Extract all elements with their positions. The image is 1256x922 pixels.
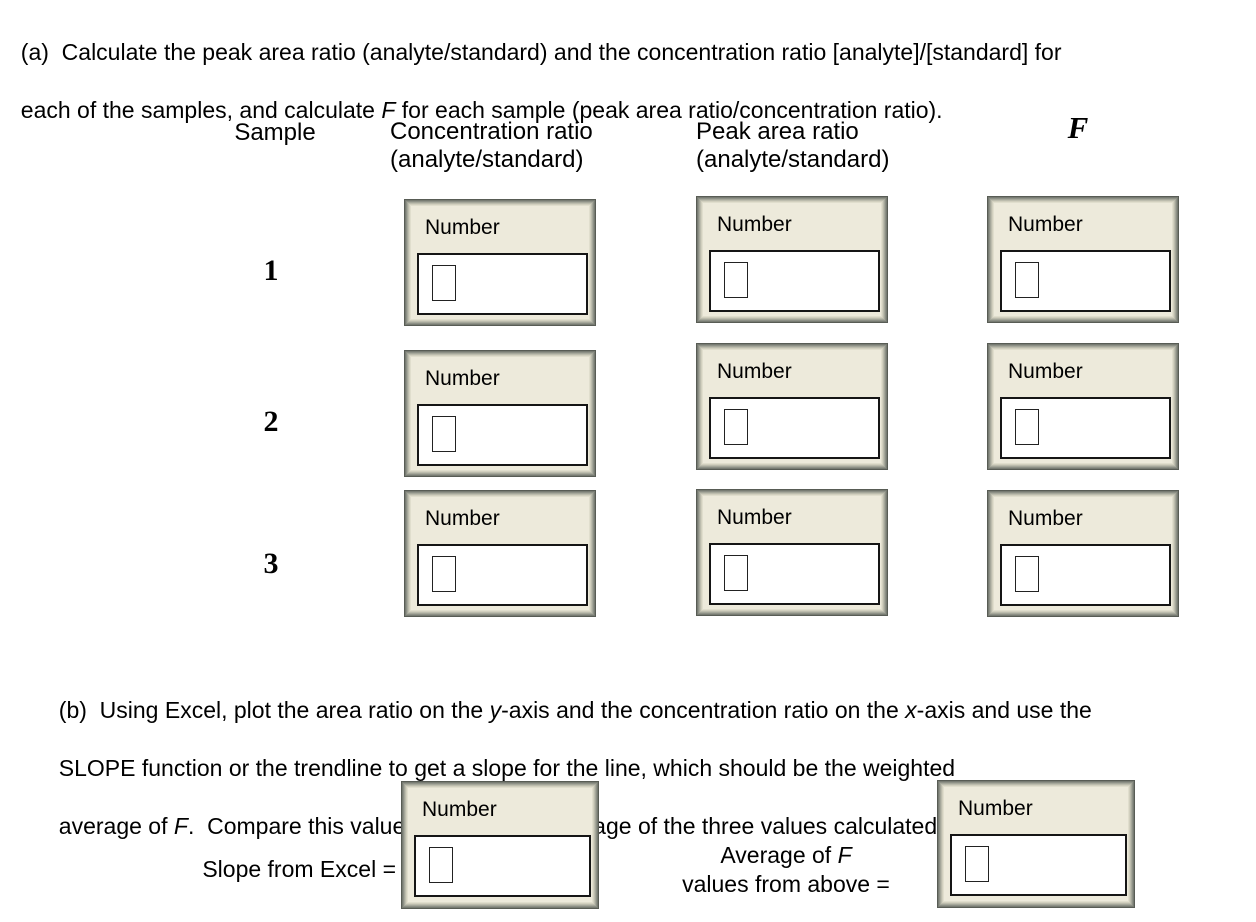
number-input-s1-f[interactable] [1000, 250, 1171, 312]
instruction-a-line1: (a) Calculate the peak area ratio (analy… [20, 39, 1062, 65]
concentration-header-line2: (analyte/standard) [390, 146, 584, 173]
instruction-b-s5: . Compare this value to the simple avera… [187, 813, 1013, 839]
number-control-label: Number [425, 507, 500, 530]
number-input-s3-concentration[interactable] [417, 544, 588, 606]
number-control-label: Number [425, 367, 500, 390]
number-control-s3-f: Number [987, 490, 1179, 617]
instruction-b-s2: -axis and the concentration ratio on the [501, 697, 906, 723]
instruction-a-line2-after: for each sample (peak area ratio/concent… [395, 97, 943, 123]
instruction-b-s3: -axis and use the [916, 697, 1092, 723]
number-control-s2-f: Number [987, 343, 1179, 470]
text-cursor-box [724, 409, 748, 445]
number-control-slope: Number [401, 781, 599, 909]
peak-header-line2: (analyte/standard) [696, 146, 890, 173]
text-cursor-box [965, 846, 989, 882]
number-control-s3-concentration: Number [404, 490, 596, 617]
sample-row-label-3: 3 [263, 547, 279, 580]
sample-row-label-2: 2 [263, 405, 279, 438]
peak-header-line1: Peak area ratio [696, 118, 859, 145]
column-header-sample: Sample [234, 119, 316, 146]
text-cursor-box [724, 555, 748, 591]
number-control-label: Number [717, 360, 792, 383]
instruction-a-line2-before: each of the samples, and calculate [20, 97, 382, 123]
number-input-average[interactable] [950, 834, 1127, 896]
text-cursor-box [1015, 262, 1039, 298]
number-input-s1-concentration[interactable] [417, 253, 588, 315]
number-input-slope[interactable] [414, 835, 591, 897]
number-input-s1-peak[interactable] [709, 250, 880, 312]
number-control-s1-concentration: Number [404, 199, 596, 326]
number-control-label: Number [1008, 360, 1083, 383]
number-input-s3-peak[interactable] [709, 543, 880, 605]
instruction-part-a: (a) Calculate the peak area ratio (analy… [8, 9, 1254, 125]
number-control-label: Number [717, 506, 792, 529]
f-symbol: F [173, 813, 188, 839]
instruction-b-line2: SLOPE function or the trendline to get a… [58, 755, 956, 781]
text-cursor-box [1015, 409, 1039, 445]
number-input-s2-f[interactable] [1000, 397, 1171, 459]
text-cursor-box [724, 262, 748, 298]
number-control-label: Number [425, 216, 500, 239]
text-cursor-box [429, 847, 453, 883]
slope-label: Slope from Excel = [202, 856, 396, 882]
number-control-s2-peak: Number [696, 343, 888, 470]
f-symbol: F [837, 842, 852, 868]
column-header-peak-area-ratio: Peak area ratio (analyte/standard) [696, 118, 932, 174]
number-control-s1-peak: Number [696, 196, 888, 323]
concentration-header-line1: Concentration ratio [390, 118, 593, 145]
text-cursor-box [432, 265, 456, 301]
number-control-label: Number [422, 798, 497, 821]
x-axis-symbol: x [905, 697, 917, 723]
y-axis-symbol: y [489, 697, 502, 723]
number-control-label: Number [1008, 507, 1083, 530]
average-label-before: Average of [720, 842, 838, 868]
instruction-b-s4: average of [58, 813, 174, 839]
number-input-s2-concentration[interactable] [417, 404, 588, 466]
column-header-f: F [1067, 110, 1089, 145]
text-cursor-box [432, 416, 456, 452]
text-cursor-box [432, 556, 456, 592]
number-control-s1-f: Number [987, 196, 1179, 323]
number-control-label: Number [958, 797, 1033, 820]
text-cursor-box [1015, 556, 1039, 592]
number-input-s3-f[interactable] [1000, 544, 1171, 606]
average-f-label: Average of F values from above = [640, 841, 932, 899]
number-input-s2-peak[interactable] [709, 397, 880, 459]
instruction-b-s1: (b) Using Excel, plot the area ratio on … [58, 697, 490, 723]
number-control-label: Number [1008, 213, 1083, 236]
number-control-average: Number [937, 780, 1135, 908]
column-header-concentration-ratio: Concentration ratio (analyte/standard) [390, 118, 626, 174]
f-symbol: F [381, 97, 396, 123]
number-control-s3-peak: Number [696, 489, 888, 616]
number-control-label: Number [717, 213, 792, 236]
number-control-s2-concentration: Number [404, 350, 596, 477]
average-label-line2: values from above = [682, 871, 890, 897]
sample-row-label-1: 1 [263, 254, 279, 287]
